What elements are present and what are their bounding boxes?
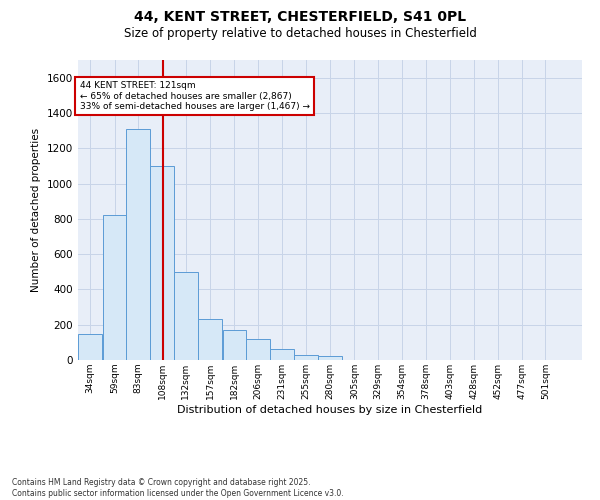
Bar [174, 272, 197, 360]
Bar [198, 318, 222, 360]
Bar [103, 216, 127, 360]
Bar [151, 166, 174, 360]
Text: 44, KENT STREET, CHESTERFIELD, S41 0PL: 44, KENT STREET, CHESTERFIELD, S41 0PL [134, 10, 466, 24]
Bar [293, 354, 317, 360]
Bar [223, 330, 247, 360]
Bar [78, 334, 102, 360]
X-axis label: Distribution of detached houses by size in Chesterfield: Distribution of detached houses by size … [178, 404, 482, 414]
Y-axis label: Number of detached properties: Number of detached properties [31, 128, 41, 292]
Text: Size of property relative to detached houses in Chesterfield: Size of property relative to detached ho… [124, 28, 476, 40]
Text: Contains HM Land Registry data © Crown copyright and database right 2025.
Contai: Contains HM Land Registry data © Crown c… [12, 478, 344, 498]
Bar [246, 339, 270, 360]
Text: 44 KENT STREET: 121sqm
← 65% of detached houses are smaller (2,867)
33% of semi-: 44 KENT STREET: 121sqm ← 65% of detached… [80, 81, 310, 111]
Bar [126, 129, 150, 360]
Bar [270, 348, 294, 360]
Bar [318, 356, 342, 360]
